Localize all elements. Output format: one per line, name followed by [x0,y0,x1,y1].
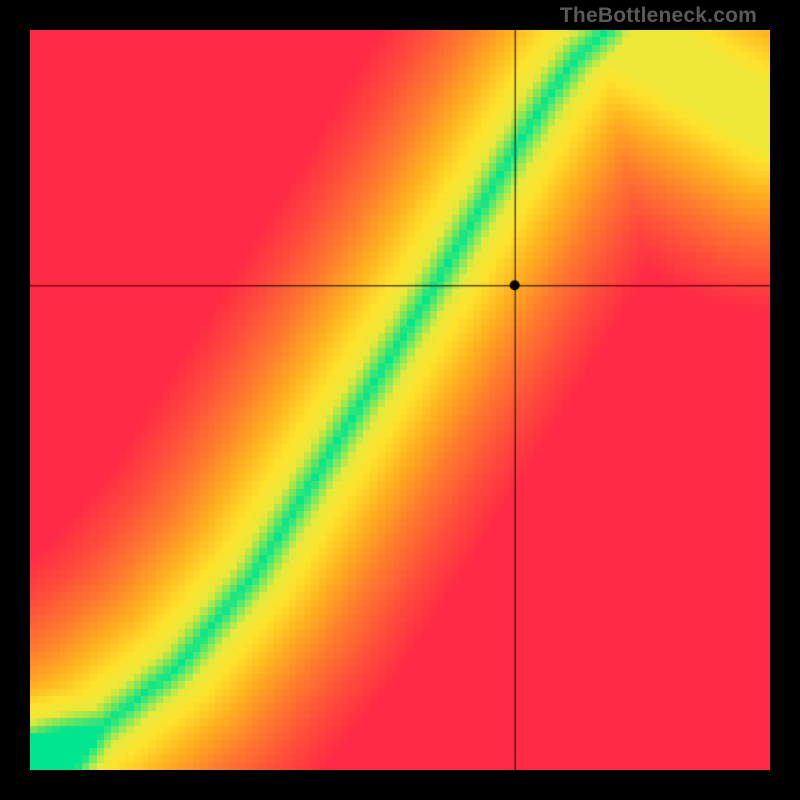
watermark-label: TheBottleneck.com [560,4,757,28]
bottleneck-heatmap [30,30,770,770]
heatmap-canvas [30,30,770,770]
